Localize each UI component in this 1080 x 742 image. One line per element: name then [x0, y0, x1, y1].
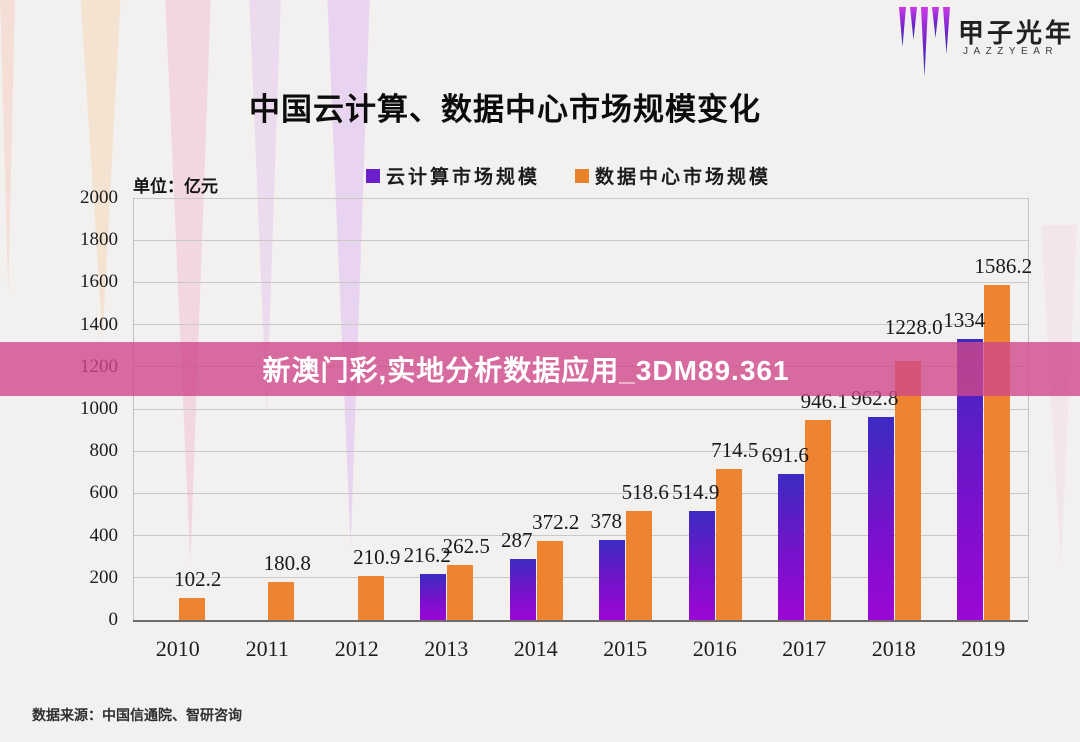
legend-item-datacenter: 数据中心市场规模	[575, 162, 771, 189]
bar-datacenter	[626, 510, 653, 620]
legend-swatch-datacenter	[575, 168, 589, 183]
bar-value-label: 210.9	[353, 544, 401, 569]
x-tick-label: 2018	[871, 636, 916, 661]
y-tick-label: 1000	[80, 398, 118, 419]
jazzyear-logo-icon	[899, 7, 906, 47]
jazzyear-logo-icon	[932, 7, 939, 38]
gridline	[133, 535, 1028, 537]
gridline	[133, 324, 1028, 326]
x-tick-label: 2015	[603, 636, 648, 661]
gridline	[133, 281, 1028, 283]
bar-datacenter	[984, 285, 1011, 620]
bar-cloud	[688, 511, 715, 620]
y-tick-label: 400	[89, 524, 119, 546]
gridline	[133, 408, 1028, 410]
bar-value-label: 691.6	[761, 443, 809, 468]
legend-label-cloud: 云计算市场规模	[386, 167, 541, 188]
x-tick-label: 2019	[961, 636, 1006, 661]
logo-name: 甲子光年	[958, 18, 1075, 48]
x-tick-label: 2017	[782, 636, 827, 661]
plot-border-right	[1028, 198, 1029, 620]
bar-value-label: 262.5	[442, 533, 490, 558]
bar-datacenter	[178, 598, 205, 620]
background-stroke	[327, 0, 370, 546]
legend-item-cloud: 云计算市场规模	[366, 162, 540, 189]
bar-value-label: 1586.2	[974, 254, 1033, 279]
bar-value-label: 102.2	[174, 567, 222, 592]
chart-legend: 云计算市场规模 数据中心市场规模	[0, 162, 1080, 188]
jazzyear-logo-icon	[943, 7, 950, 54]
bar-datacenter	[894, 360, 921, 620]
page-title: 中国云计算、数据中心市场规模变化	[249, 92, 761, 127]
bar-value-label: 514.9	[672, 480, 720, 505]
bar-datacenter	[536, 541, 563, 620]
y-tick-label: 2000	[80, 187, 118, 208]
x-tick-label: 2010	[155, 636, 200, 661]
x-tick-label: 2014	[513, 636, 558, 661]
bar-datacenter	[715, 469, 742, 620]
legend-swatch-cloud	[366, 168, 380, 183]
gridline	[133, 577, 1028, 579]
logo-latin: JAZZYEAR	[963, 46, 1059, 57]
bar-datacenter	[357, 575, 384, 620]
y-tick-label: 1800	[80, 229, 118, 251]
source-note: 数据来源：中国信通院、智研咨询	[32, 707, 242, 723]
bar-datacenter	[268, 581, 295, 620]
jazzyear-logo-icon	[921, 7, 928, 77]
unit-label: 单位：亿元	[133, 177, 218, 196]
bar-datacenter	[805, 420, 832, 620]
bar-value-label: 216.2	[403, 543, 451, 568]
gridline	[133, 492, 1028, 494]
jazzyear-logo-icon	[910, 7, 917, 40]
y-tick-label: 1600	[80, 271, 118, 293]
x-tick-label: 2012	[334, 636, 379, 661]
bar-cloud	[778, 474, 805, 620]
bar-cloud	[599, 540, 626, 620]
bar-value-label: 1334	[943, 307, 986, 332]
bar-cloud	[509, 559, 536, 620]
overlay-banner: 新澳门彩,实地分析数据应用_3DM89.361	[0, 342, 1080, 396]
overlay-banner-text: 新澳门彩,实地分析数据应用_3DM89.361	[262, 355, 790, 386]
gridline	[133, 450, 1028, 452]
bar-value-label: 518.6	[621, 479, 669, 504]
gridline	[133, 239, 1028, 241]
bar-value-label: 287	[501, 528, 533, 553]
bar-value-label: 372.2	[532, 510, 580, 535]
legend-label-datacenter: 数据中心市场规模	[595, 167, 772, 188]
x-axis-line	[133, 620, 1028, 622]
bar-value-label: 180.8	[263, 550, 311, 575]
y-tick-label: 200	[89, 566, 119, 588]
y-tick-label: 1400	[80, 313, 118, 335]
y-tick-label: 800	[89, 440, 119, 462]
bar-cloud	[867, 416, 894, 620]
x-tick-label: 2011	[245, 636, 289, 661]
bar-value-label: 714.5	[711, 438, 759, 463]
bar-value-label: 1228.0	[884, 315, 943, 339]
background-stroke	[0, 0, 15, 294]
y-tick-label: 0	[108, 609, 119, 630]
bar-datacenter	[447, 564, 474, 620]
y-tick-label: 600	[89, 482, 119, 504]
bar-cloud	[420, 574, 447, 620]
x-tick-label: 2016	[692, 636, 737, 661]
x-tick-label: 2013	[424, 636, 469, 661]
gridline	[133, 197, 1028, 199]
plot-border-left	[133, 198, 134, 620]
bar-value-label: 378	[590, 509, 623, 534]
